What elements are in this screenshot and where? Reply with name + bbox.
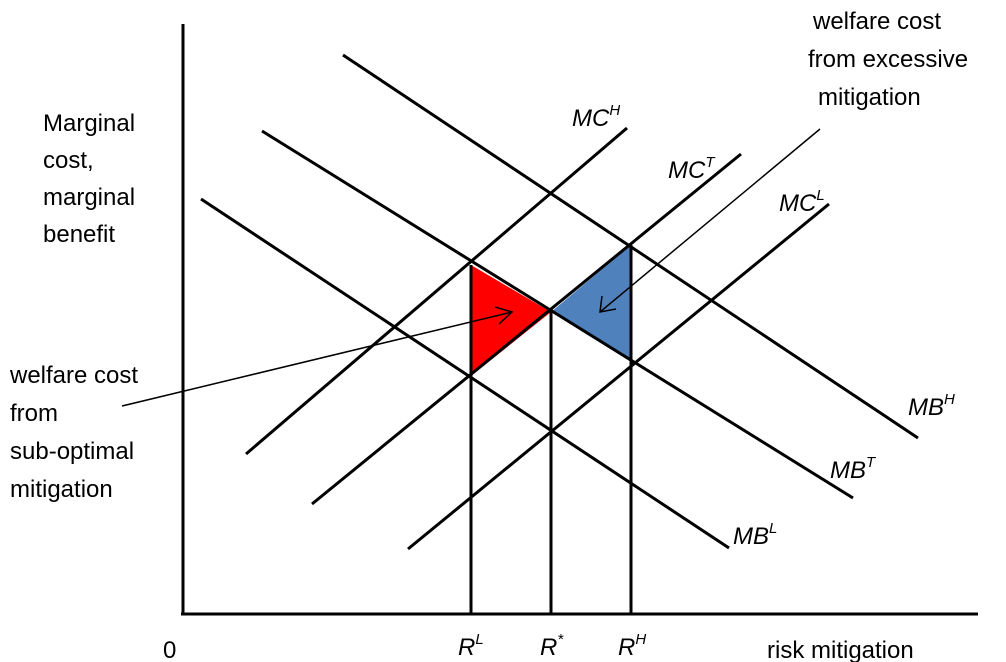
- suboptimal-arrowhead: [494, 306, 514, 325]
- mb-l-label: MBL: [733, 520, 777, 550]
- suboptimal-mitigation-annotation: welfare cost from sub-optimal mitigation: [9, 362, 145, 503]
- excessive-arrowhead: [599, 295, 617, 313]
- excessive-pointer-line: [599, 128, 821, 313]
- mb-t-label: MBT: [830, 454, 877, 484]
- r-l-tick-label: RL: [458, 631, 484, 661]
- y-axis-label: Marginal cost, marginal benefit: [43, 110, 142, 248]
- mb-h-label: MBH: [908, 391, 955, 421]
- mb-l-curve: [200, 197, 730, 550]
- mc-t-curve: [311, 152, 742, 506]
- mb-t-curve: [261, 129, 854, 500]
- mc-l-label: MCL: [779, 187, 825, 217]
- x-axis-label: risk mitigation: [767, 637, 914, 662]
- r-h-tick-label: RH: [618, 631, 646, 661]
- mc-l-curve: [407, 202, 830, 551]
- r-star-tick-label: R*: [540, 631, 564, 661]
- suboptimal-welfare-cost-triangle: [471, 265, 551, 376]
- mc-h-curve: [245, 126, 628, 456]
- mc-h-label: MCH: [572, 102, 620, 132]
- excessive-mitigation-annotation: welfare cost from excessive mitigation: [808, 8, 975, 111]
- mc-t-label: MCT: [668, 154, 716, 184]
- suboptimal-pointer-line: [121, 311, 513, 407]
- origin-label: 0: [163, 637, 176, 662]
- excessive-welfare-cost-triangle: [551, 245, 631, 362]
